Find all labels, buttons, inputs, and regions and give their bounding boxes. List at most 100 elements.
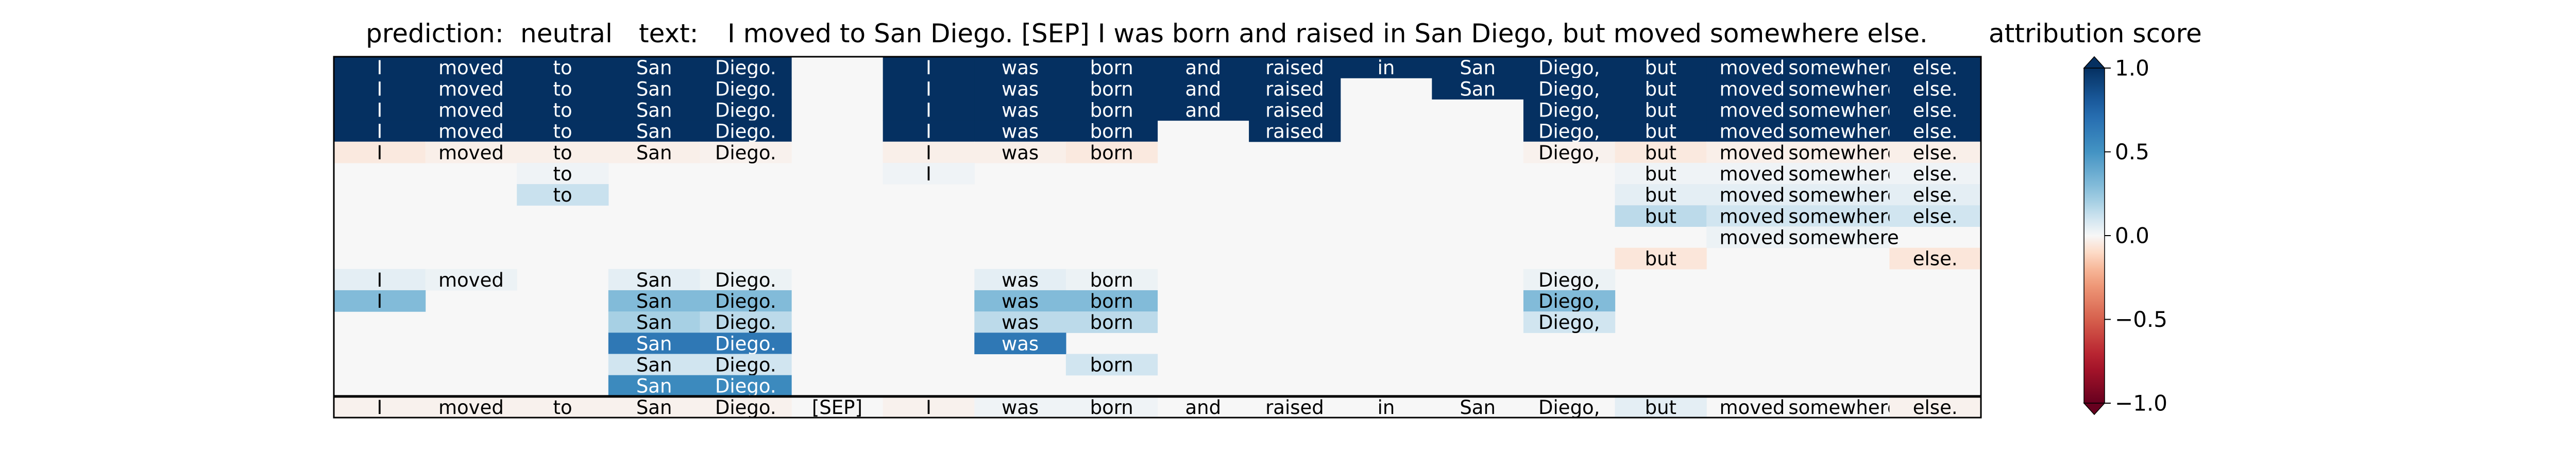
cell-token-label: to <box>553 121 572 143</box>
cell-token-label: moved <box>1720 142 1785 164</box>
cell-token-label: Diego, <box>1538 396 1600 419</box>
cell-token-label: I <box>926 99 931 121</box>
heatmap-cell <box>1706 57 1799 78</box>
heatmap-cell <box>517 396 609 418</box>
cell-token-label: to <box>553 99 572 121</box>
cell-token-label: somewhere <box>1788 184 1899 206</box>
heatmap-cell <box>1249 120 1341 142</box>
cell-token-label: San <box>636 78 672 100</box>
cell-token-label: else. <box>1913 78 1958 100</box>
cell-token-label: and <box>1185 396 1221 419</box>
heatmap-cell <box>1065 57 1158 78</box>
cell-token-label: moved <box>438 142 504 164</box>
cell-token-label: Diego. <box>715 396 776 419</box>
cell-token-label: to <box>553 142 572 164</box>
cell-token-label: else. <box>1913 142 1958 164</box>
cell-token-label: but <box>1645 99 1676 121</box>
cell-token-label: I <box>377 269 382 291</box>
heatmap-cell <box>608 269 701 291</box>
cell-token-label: else. <box>1913 205 1958 227</box>
cell-token-label: I <box>926 396 931 419</box>
heatmap-cell <box>1523 290 1616 312</box>
heatmap-cell <box>974 78 1066 100</box>
heatmap-cell <box>334 269 426 291</box>
cell-token-label: San <box>636 354 672 376</box>
heatmap-cell <box>1065 78 1158 100</box>
heatmap-cell <box>1706 78 1799 100</box>
cell-token-label: Diego. <box>715 78 776 100</box>
cell-token-label: Diego, <box>1538 311 1600 334</box>
heatmap-cell <box>700 375 792 397</box>
cell-token-label: raised <box>1265 396 1324 419</box>
cell-token-label: I <box>377 142 382 164</box>
heatmap-cell <box>608 290 701 312</box>
colorbar-tick-label: 1.0 <box>2115 56 2149 81</box>
cell-token-label: I <box>377 290 382 312</box>
cell-token-label: but <box>1645 78 1676 100</box>
cell-token-label: to <box>553 184 572 206</box>
cell-token-label: else. <box>1913 121 1958 143</box>
heatmap-cell <box>1798 57 1890 78</box>
cell-token-label: I <box>377 99 382 121</box>
cell-token-label: moved <box>1720 205 1785 227</box>
cell-token-label: raised <box>1265 121 1324 143</box>
cell-token-label: somewhere <box>1788 163 1899 185</box>
cell-token-label: somewhere <box>1788 205 1899 227</box>
cell-token-label: and <box>1185 78 1221 100</box>
cell-token-label: somewhere <box>1788 227 1899 249</box>
prediction-label: prediction: <box>366 19 504 48</box>
cell-token-label: San <box>636 121 672 143</box>
colorbar-title: attribution score <box>1989 19 2202 48</box>
colorbar-tick-label: 0.5 <box>2115 139 2149 164</box>
heatmap-cell <box>883 78 975 100</box>
cell-token-label: raised <box>1265 78 1324 100</box>
heatmap-cell <box>1615 205 1707 227</box>
heatmap-cell <box>700 99 792 121</box>
heatmap-cell <box>1615 57 1707 78</box>
heatmap-cell <box>974 311 1066 333</box>
heatmap-cell <box>1798 184 1890 206</box>
cell-token-label: San <box>636 57 672 79</box>
cell-token-label: moved <box>438 99 504 121</box>
heatmap-cell <box>974 269 1066 291</box>
heatmap-cell <box>1615 99 1707 121</box>
cell-token-label: somewhere <box>1788 121 1899 143</box>
cell-token-label: San <box>636 333 672 355</box>
heatmap-cell <box>1798 226 1890 248</box>
heatmap-cell <box>1065 396 1158 418</box>
heatmap-cell <box>1157 57 1249 78</box>
heatmap-cell <box>608 99 701 121</box>
heatmap-cell <box>425 57 517 78</box>
heatmap-cell <box>883 141 975 163</box>
heatmap-cell <box>1249 78 1341 100</box>
cell-token-label: but <box>1645 163 1676 185</box>
cell-token-label: was <box>1002 78 1039 100</box>
cell-token-label: somewhere <box>1788 396 1899 419</box>
cell-token-label: else. <box>1913 396 1958 419</box>
cell-token-label: Diego. <box>715 290 776 312</box>
cell-token-label: I <box>377 57 382 79</box>
colorbar-extend-max <box>2083 56 2106 69</box>
cell-token-label: I <box>926 163 931 185</box>
heatmap-cell <box>700 311 792 333</box>
heatmap-frame <box>333 56 1982 419</box>
figure-title: prediction: neutral text: I moved to San… <box>0 15 2576 52</box>
heatmap-cell <box>608 333 701 355</box>
heatmap-cell <box>1798 162 1890 185</box>
cell-token-label: else. <box>1913 248 1958 270</box>
cell-token-label: Diego, <box>1538 99 1600 121</box>
cell-token-label: Diego, <box>1538 57 1600 79</box>
heatmap-cell <box>1889 78 1981 100</box>
heatmap-cell <box>1706 205 1799 227</box>
cell-token-label: born <box>1090 57 1133 79</box>
heatmap-cell <box>974 290 1066 312</box>
cell-token-label: San <box>636 142 672 164</box>
heatmap-cell <box>1706 226 1799 248</box>
cell-token-label: moved <box>1720 57 1785 79</box>
heatmap-cell <box>1065 269 1158 291</box>
cell-token-label: else. <box>1913 163 1958 185</box>
cell-token-label: was <box>1002 396 1039 419</box>
cell-token-label: else. <box>1913 184 1958 206</box>
cell-token-label: born <box>1090 142 1133 164</box>
heatmap-cell <box>1706 162 1799 185</box>
